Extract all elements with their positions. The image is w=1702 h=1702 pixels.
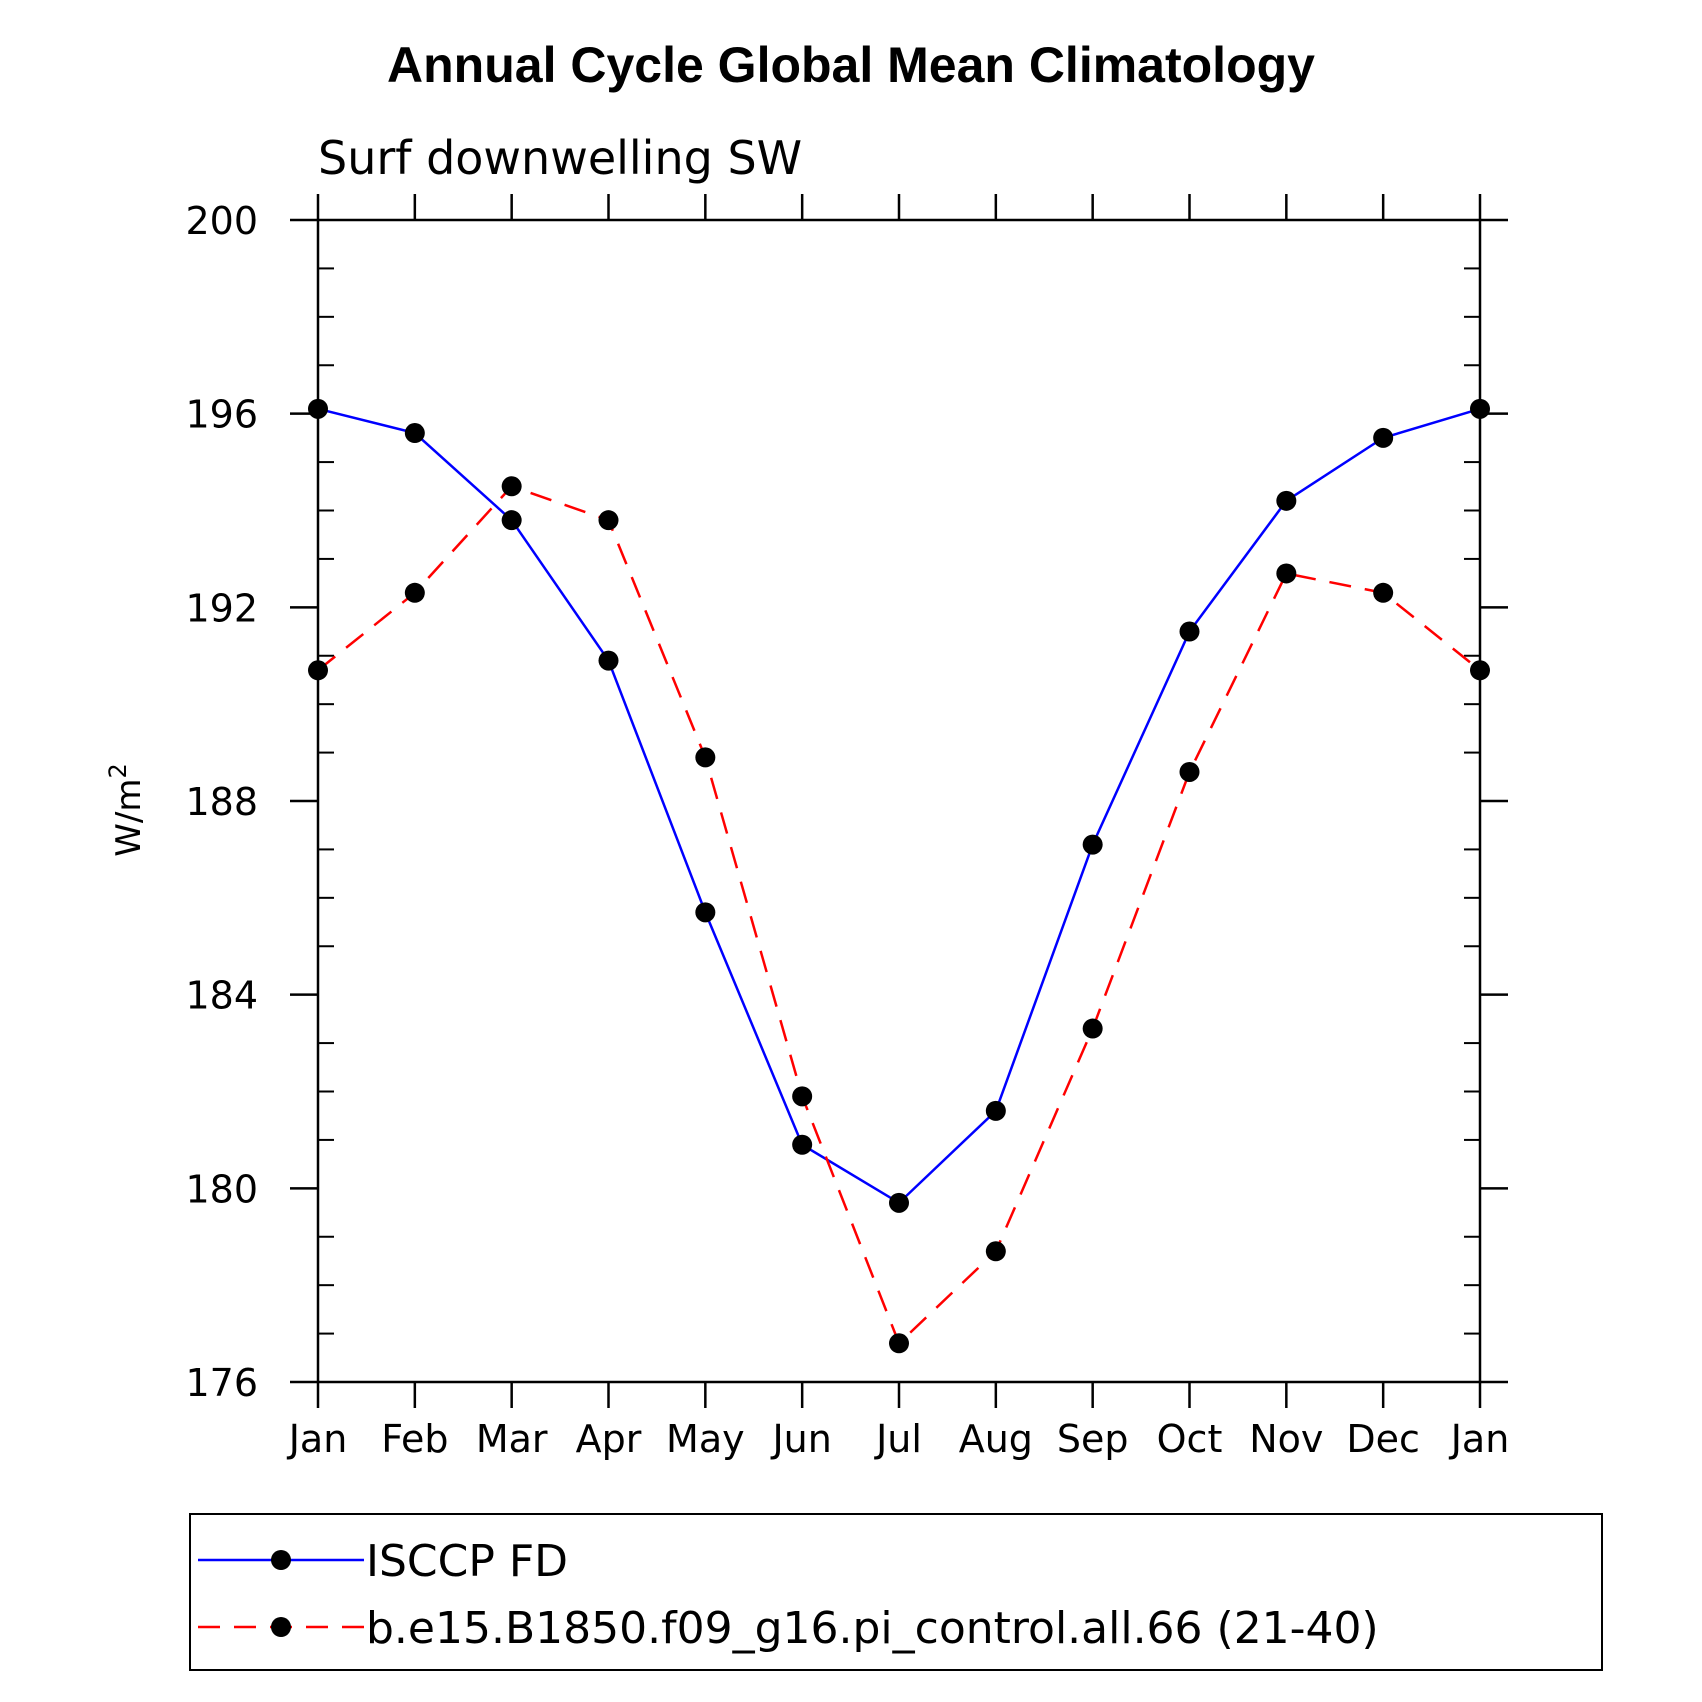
data-point-series-1 — [695, 902, 716, 923]
data-point-series-2 — [889, 1333, 909, 1354]
legend-marker-series-1 — [271, 1550, 291, 1570]
y-tick-label: 188 — [185, 780, 258, 824]
series-points — [308, 398, 1490, 1354]
y-tick-label: 176 — [185, 1361, 258, 1405]
legend-box — [189, 1513, 1603, 1671]
legend: ISCCP FD b.e15.B1850.f09_g16.pi_control.… — [189, 1513, 1603, 1671]
data-point-series-1 — [1276, 490, 1297, 511]
x-tick-label: Aug — [959, 1417, 1033, 1461]
data-point-series-1 — [404, 423, 425, 444]
data-point-series-1 — [889, 1192, 909, 1213]
data-point-series-2 — [1179, 761, 1200, 782]
x-tick-label: Nov — [1249, 1417, 1323, 1461]
data-point-series-2 — [308, 660, 328, 681]
y-tick-label: 180 — [185, 1167, 258, 1211]
data-point-series-1 — [1179, 621, 1200, 642]
chart-subtitle: Surf downwelling SW — [318, 131, 802, 185]
data-point-series-1 — [308, 398, 328, 419]
x-tick-label: Jan — [287, 1417, 348, 1461]
y-axis-label-superscript: 2 — [104, 763, 132, 778]
x-tick-label: Mar — [476, 1417, 548, 1461]
y-tick-label: 184 — [185, 974, 258, 1018]
legend-label-series-2: b.e15.B1850.f09_g16.pi_control.all.66 (2… — [366, 1603, 1379, 1654]
data-point-series-2 — [792, 1086, 813, 1107]
legend-marker-series-2 — [271, 1617, 291, 1637]
chart-title: Annual Cycle Global Mean Climatology — [387, 37, 1315, 93]
data-point-series-2 — [598, 510, 619, 531]
data-point-series-2 — [1082, 1018, 1103, 1039]
data-point-series-2 — [1470, 660, 1490, 681]
data-point-series-2 — [404, 582, 425, 603]
data-point-series-2 — [695, 747, 716, 768]
data-point-series-1 — [985, 1100, 1006, 1121]
x-tick-label: Jul — [874, 1417, 922, 1461]
data-point-series-1 — [1373, 427, 1394, 448]
data-point-series-1 — [792, 1134, 813, 1155]
data-point-series-1 — [501, 510, 522, 531]
y-tick-label: 200 — [185, 199, 258, 243]
x-tick-label: May — [666, 1417, 745, 1461]
data-point-series-2 — [1373, 582, 1394, 603]
data-point-series-1 — [1470, 398, 1490, 419]
legend-label-series-1: ISCCP FD — [366, 1536, 568, 1587]
data-point-series-1 — [598, 650, 619, 671]
y-axis-label-text: W/m — [109, 779, 149, 857]
x-tick-label: Sep — [1057, 1417, 1129, 1461]
data-point-series-2 — [985, 1241, 1006, 1262]
y-axis-label: W/m2 — [104, 763, 149, 856]
x-tick-label: Dec — [1346, 1417, 1420, 1461]
x-tick-label: Jan — [1449, 1417, 1510, 1461]
x-tick-label: Jun — [770, 1417, 831, 1461]
series-line-1 — [317, 407, 1481, 1205]
y-tick-label: 196 — [185, 393, 258, 437]
x-tick-label: Apr — [576, 1417, 642, 1461]
x-tick-label: Oct — [1157, 1417, 1223, 1461]
series-line-2 — [317, 484, 1481, 1346]
x-tick-label: Feb — [381, 1417, 448, 1461]
plot-axes: Jan Feb Mar Apr May Jun Jul Aug Sep Oct Nov Dec Jan 1… — [185, 194, 1509, 1461]
data-point-series-2 — [1276, 563, 1297, 584]
data-point-series-2 — [501, 476, 522, 497]
data-point-series-1 — [1082, 834, 1103, 855]
y-tick-label: 192 — [185, 586, 258, 630]
